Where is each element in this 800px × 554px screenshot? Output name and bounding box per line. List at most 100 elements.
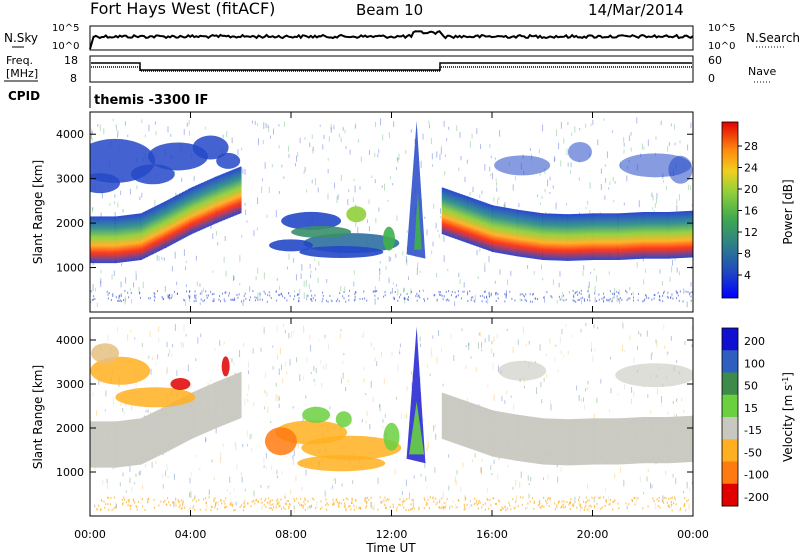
velocity-nearrange [384, 496, 386, 499]
velocity-nearrange [451, 505, 453, 508]
power-speckle [103, 128, 105, 135]
velocity-speckle [676, 398, 678, 403]
velocity-speckle [167, 475, 169, 479]
velocity-nearrange [464, 507, 466, 510]
velocity-speckle [296, 357, 298, 363]
velocity-nearrange [410, 508, 412, 511]
velocity-nearrange [501, 506, 503, 509]
velocity-speckle [330, 487, 332, 491]
power-speckle [155, 131, 157, 136]
velocity-band-column [642, 417, 645, 464]
velocity-nearrange [481, 506, 483, 509]
velocity-nearrange [410, 503, 412, 506]
velocity-speckle [638, 331, 640, 335]
velocity-nearrange [560, 506, 562, 509]
velocity-nearrange [561, 500, 563, 503]
velocity-nearrange [666, 501, 668, 504]
power-nearrange [289, 295, 291, 298]
velocity-speckle [629, 335, 631, 341]
power-nearrange [675, 290, 677, 293]
velocity-band-column [634, 417, 637, 464]
velocity-speckle [235, 501, 237, 506]
velocity-speckle [665, 470, 667, 475]
velocity-band-column [223, 378, 225, 425]
velocity-speckle [411, 371, 413, 375]
power-nearrange [383, 295, 385, 298]
power-speckle [687, 184, 689, 191]
power-speckle [379, 268, 381, 276]
velocity-band-column [196, 390, 199, 437]
velocity-nearrange [533, 500, 535, 503]
velocity-band-column [616, 418, 619, 465]
velocity-nearrange [435, 503, 437, 506]
velocity-nearrange [130, 505, 132, 508]
power-speckle [396, 157, 398, 161]
velocity-speckle [165, 470, 167, 477]
power-nearrange [130, 291, 132, 294]
power-speckle [582, 270, 584, 277]
power-nearrange [107, 293, 109, 296]
power-nearrange [213, 300, 215, 303]
velocity-cb-segment [722, 417, 738, 440]
velocity-speckle [550, 399, 552, 405]
velocity-band-column [610, 418, 613, 465]
velocity-speckle [488, 334, 490, 342]
power-speckle [120, 190, 122, 196]
velocity-speckle [557, 369, 559, 373]
power-speckle [604, 164, 606, 167]
power-speckle [566, 148, 568, 156]
velocity-nearrange [359, 507, 361, 510]
power-band-column [124, 215, 126, 262]
velocity-band-column [111, 421, 113, 468]
power-nearrange [505, 294, 507, 297]
velocity-band-column [208, 384, 211, 432]
velocity-speckle [684, 341, 686, 345]
power-nearrange [441, 294, 443, 297]
velocity-nearrange [444, 506, 446, 509]
power-nearrange [384, 294, 386, 297]
velocity-band-column [125, 420, 128, 467]
power-nearrange [613, 293, 615, 296]
velocity-speckle [496, 333, 498, 339]
power-speckle [233, 276, 235, 281]
velocity-nearrange [338, 504, 340, 507]
velocity-nearrange [564, 505, 567, 508]
velocity-speckle [571, 335, 573, 338]
power-nearrange [284, 296, 286, 299]
velocity-nearrange [307, 500, 309, 503]
velocity-band-column [685, 416, 688, 463]
power-nearrange [256, 296, 258, 299]
power-band-column [603, 213, 605, 260]
power-speckle [354, 185, 356, 193]
power-speckle [305, 279, 307, 287]
velocity-nearrange [556, 506, 558, 509]
velocity-nearrange [169, 504, 171, 507]
power-band-column [93, 216, 95, 264]
velocity-speckle [105, 390, 107, 397]
power-band-column [100, 216, 103, 264]
velocity-speckle [348, 426, 350, 431]
power-speckle [593, 268, 595, 271]
velocity-nearrange [413, 507, 415, 510]
velocity-speckle [468, 342, 470, 346]
power-speckle [396, 215, 398, 221]
velocity-nearrange [494, 503, 497, 506]
power-nearrange [228, 294, 230, 297]
power-band-column [666, 212, 669, 259]
power-ytick-label: 4000 [56, 128, 84, 141]
velocity-nearrange [304, 498, 307, 501]
velocity-nearrange [668, 506, 670, 509]
power-band-column [623, 213, 626, 260]
power-speckle [144, 134, 146, 138]
power-echo-patch [269, 239, 313, 252]
velocity-band-column [493, 410, 496, 457]
power-speckle [239, 282, 241, 286]
velocity-band-column [180, 398, 183, 445]
power-echo-patch [567, 142, 592, 162]
power-band-column [665, 212, 668, 259]
velocity-echo-patch [297, 455, 386, 472]
power-speckle [422, 133, 424, 140]
power-nearrange [169, 297, 171, 300]
velocity-nearrange [319, 508, 322, 511]
velocity-nearrange [423, 507, 425, 510]
